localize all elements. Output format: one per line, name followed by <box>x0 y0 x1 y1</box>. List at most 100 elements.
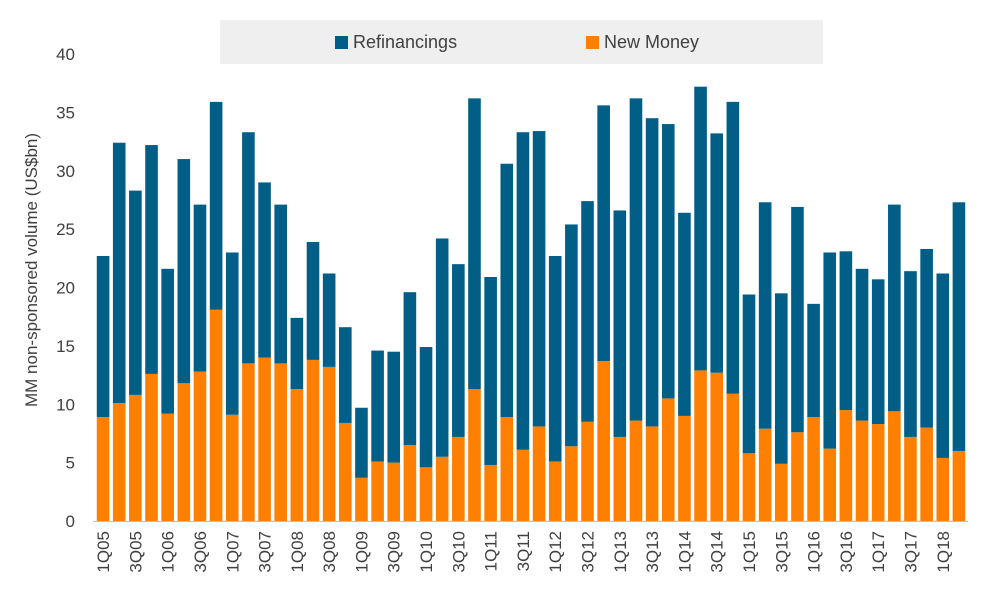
bar-refinancings-3q10 <box>452 264 465 437</box>
bar-refinancings-2q08 <box>306 241 320 360</box>
bar-new-money-4q05 <box>145 373 158 521</box>
bar-refinancings-1q07 <box>225 252 239 415</box>
x-tick-label: 3Q06 <box>191 531 210 573</box>
bar-refinancings-3q11 <box>516 132 530 450</box>
x-tick-label: 1Q07 <box>223 531 242 573</box>
bar-refinancings-4q07 <box>274 204 288 364</box>
legend: Refinancings New Money <box>335 32 699 52</box>
bar-refinancings-1q12 <box>548 255 562 462</box>
x-tick-label: 3Q15 <box>772 531 791 573</box>
y-tick-label: 10 <box>56 395 75 414</box>
bar-new-money-2q10 <box>435 456 449 521</box>
x-tick-label: 3Q09 <box>385 531 404 573</box>
bar-new-money-4q11 <box>532 426 546 521</box>
bar-new-money-1q09 <box>355 477 368 521</box>
bar-new-money-2q08 <box>306 359 320 521</box>
x-tick-label: 1Q15 <box>740 531 759 573</box>
x-axis-ticks: 1Q05 3Q05 1Q06 3Q06 1Q07 3Q07 1Q08 3Q08 1Q09 3Q09… <box>94 531 953 573</box>
bar-new-money-2q16 <box>823 448 837 521</box>
bar-refinancings-4q15 <box>791 206 804 433</box>
bar-refinancings-1q16 <box>807 303 820 418</box>
bar-new-money-2q07 <box>242 363 255 521</box>
x-tick-label: 3Q10 <box>449 531 468 573</box>
bar-refinancings-2q15 <box>758 202 772 429</box>
bar-refinancings-1q13 <box>613 210 627 437</box>
bar-refinancings-1q10 <box>419 347 433 468</box>
bar-refinancings-3q16 <box>839 251 853 411</box>
bar-new-money-3q14 <box>710 372 724 521</box>
bar-refinancings-3q13 <box>645 118 659 427</box>
x-tick-label: 3Q17 <box>901 531 920 573</box>
bar-new-money-3q12 <box>581 421 594 521</box>
bar-refinancings-2q11 <box>500 163 514 418</box>
x-tick-label: 1Q10 <box>417 531 436 573</box>
bar-refinancings-1q08 <box>290 317 304 390</box>
bar-new-money-1q18 <box>936 457 950 521</box>
x-tick-label: 1Q17 <box>869 531 888 573</box>
y-tick-label: 0 <box>66 512 75 531</box>
bar-new-money-4q15 <box>791 432 804 521</box>
bar-new-money-2q14 <box>694 370 707 521</box>
bar-new-money-2q15 <box>758 428 772 521</box>
bar-new-money-1q07 <box>225 414 239 521</box>
bar-new-money-4q09 <box>403 445 417 521</box>
x-tick-label: 3Q16 <box>837 531 856 573</box>
bar-refinancings-2q05 <box>112 142 126 404</box>
bar-new-money-1q06 <box>161 413 174 521</box>
bar-new-money-4q16 <box>855 420 869 521</box>
bar-new-money-4q10 <box>468 389 481 521</box>
bar-refinancings-1q11 <box>484 276 497 465</box>
x-tick-label: 3Q13 <box>643 531 662 573</box>
bar-new-money-3q07 <box>258 357 271 521</box>
bar-new-money-1q17 <box>871 424 885 521</box>
bars <box>96 86 966 522</box>
bar-new-money-2q18 <box>952 450 966 521</box>
bar-new-money-3q15 <box>775 463 788 521</box>
bar-refinancings-1q06 <box>161 268 174 414</box>
bar-new-money-1q10 <box>419 467 433 521</box>
bar-refinancings-1q14 <box>678 212 691 416</box>
bar-new-money-3q17 <box>904 436 917 521</box>
bar-new-money-3q08 <box>322 366 336 521</box>
y-tick-label: 20 <box>56 279 75 298</box>
bar-refinancings-2q09 <box>371 350 384 462</box>
x-tick-label: 3Q08 <box>320 531 339 573</box>
y-tick-label: 30 <box>56 162 75 181</box>
x-tick-label: 3Q12 <box>579 531 598 573</box>
x-tick-label: 1Q06 <box>159 531 178 573</box>
bar-refinancings-2q06 <box>177 159 191 384</box>
x-tick-label: 3Q07 <box>256 531 275 573</box>
bar-refinancings-1q18 <box>936 273 950 458</box>
bar-refinancings-4q16 <box>855 268 869 421</box>
bar-refinancings-2q17 <box>888 204 901 412</box>
bar-refinancings-4q14 <box>726 101 740 394</box>
bar-new-money-3q16 <box>839 410 853 521</box>
x-tick-label: 1Q13 <box>611 531 630 573</box>
bar-refinancings-2q14 <box>694 86 707 371</box>
bar-new-money-4q06 <box>209 309 223 521</box>
bar-new-money-2q13 <box>629 420 643 521</box>
bar-new-money-3q11 <box>516 449 530 521</box>
bar-refinancings-2q16 <box>823 252 837 449</box>
x-tick-label: 1Q05 <box>94 531 113 573</box>
x-tick-label: 1Q08 <box>288 531 307 573</box>
bar-new-money-4q12 <box>597 361 610 521</box>
x-tick-label: 1Q16 <box>805 531 824 573</box>
bar-refinancings-1q05 <box>96 255 110 418</box>
bar-new-money-2q12 <box>565 446 578 521</box>
bar-new-money-2q09 <box>371 461 384 521</box>
bar-new-money-3q06 <box>193 371 207 521</box>
y-tick-label: 40 <box>56 45 75 64</box>
x-tick-label: 3Q11 <box>514 531 533 571</box>
bar-refinancings-2q07 <box>242 132 255 364</box>
bar-refinancings-2q13 <box>629 98 643 421</box>
x-tick-label: 1Q18 <box>934 531 953 573</box>
bar-new-money-2q05 <box>112 403 126 521</box>
bar-new-money-3q09 <box>387 462 401 522</box>
y-axis-ticks: 0 5 10 15 20 25 30 35 40 <box>56 45 75 531</box>
x-tick-label: 1Q12 <box>546 531 565 573</box>
bar-refinancings-3q07 <box>258 182 271 358</box>
bar-refinancings-3q08 <box>322 273 336 367</box>
bar-new-money-4q14 <box>726 393 740 521</box>
